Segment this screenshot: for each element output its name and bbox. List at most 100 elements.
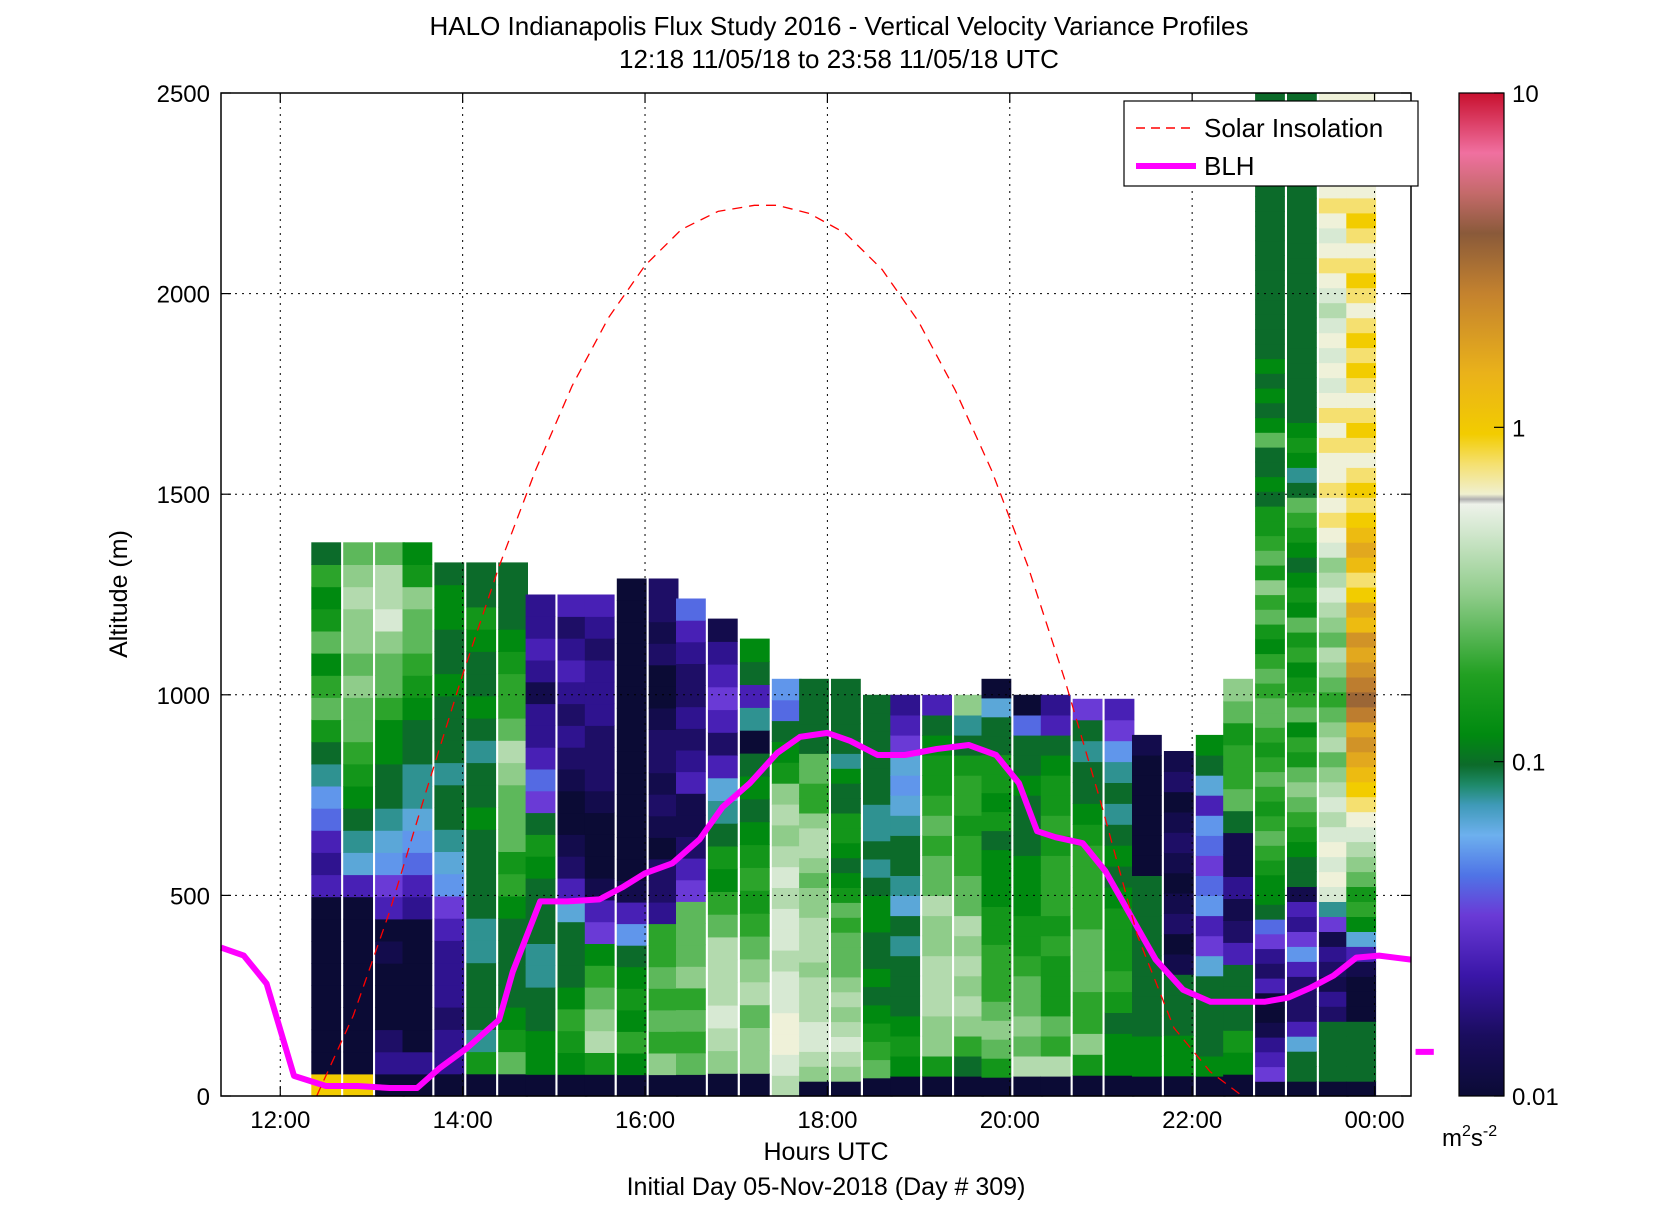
- heatmap-cell: [1013, 694, 1044, 716]
- heatmap-cell: [1318, 332, 1349, 349]
- heatmap-cell: [922, 795, 952, 816]
- heatmap-cell: [557, 878, 588, 901]
- heatmap-cell: [922, 1015, 952, 1037]
- heatmap-cell: [1318, 826, 1349, 843]
- heatmap-cell: [1040, 815, 1071, 836]
- heatmap-cell: [1287, 437, 1317, 453]
- heatmap-cell: [557, 659, 588, 683]
- heatmap-cell: [863, 822, 893, 842]
- heatmap-cell: [343, 741, 373, 765]
- heatmap-cell: [1287, 587, 1317, 603]
- heatmap-cell: [771, 678, 802, 701]
- y-tick-label: 2000: [157, 282, 210, 309]
- heatmap-cell: [1255, 1081, 1285, 1097]
- heatmap-cell: [1163, 953, 1194, 975]
- heatmap-cell: [1318, 631, 1349, 648]
- heatmap-cell: [402, 653, 433, 676]
- heatmap-cell: [1255, 196, 1285, 212]
- heatmap-cell: [1346, 242, 1377, 259]
- heatmap-cell: [676, 706, 706, 729]
- heatmap-cell: [648, 945, 679, 968]
- heatmap-cell: [1346, 826, 1377, 843]
- heatmap-cell: [1346, 512, 1377, 528]
- heatmap-cell: [799, 932, 829, 948]
- heatmap-cell: [739, 798, 770, 823]
- heatmap-cell: [799, 917, 829, 933]
- heatmap-cell: [648, 1074, 679, 1097]
- heatmap-cell: [981, 773, 1012, 794]
- heatmap-cell: [434, 784, 465, 808]
- heatmap-cell: [863, 1004, 893, 1024]
- heatmap-cell: [1040, 955, 1071, 977]
- heatmap-cell: [707, 709, 738, 733]
- heatmap-cell: [1346, 631, 1377, 648]
- heatmap-cell: [525, 747, 556, 770]
- heatmap-cell: [922, 875, 952, 896]
- heatmap-cell: [1346, 212, 1377, 229]
- y-tick-label: 2500: [157, 81, 210, 108]
- heatmap-cell: [831, 976, 861, 993]
- heatmap-cell: [1287, 781, 1317, 798]
- heatmap-cell: [771, 866, 802, 888]
- heatmap-cell: [434, 873, 465, 897]
- heatmap-cell: [584, 899, 615, 923]
- heatmap-cell: [402, 1007, 433, 1031]
- heatmap-cell: [1013, 734, 1044, 756]
- heatmap-cell: [1346, 317, 1377, 334]
- heatmap-cell: [466, 606, 497, 630]
- heatmap-cell: [799, 1081, 829, 1097]
- heatmap-cell: [954, 1015, 984, 1037]
- heatmap-cell: [498, 606, 528, 630]
- heatmap-cell: [739, 935, 770, 960]
- heatmap-cell: [584, 921, 615, 944]
- heatmap-cell: [707, 891, 738, 915]
- heatmap-cell: [1346, 197, 1377, 214]
- heatmap-cell: [1346, 587, 1377, 603]
- heatmap-cell: [1132, 895, 1162, 917]
- heatmap-cell: [498, 740, 528, 764]
- heatmap-cell: [1255, 978, 1285, 994]
- plot-frame: [220, 92, 1412, 1097]
- heatmap-cell: [434, 673, 465, 697]
- heatmap-cell: [831, 917, 861, 933]
- heatmap-cell: [1104, 970, 1135, 993]
- heatmap-cell: [1346, 706, 1377, 723]
- heatmap-cell: [648, 1031, 679, 1054]
- heatmap-cell: [1255, 830, 1285, 846]
- heatmap-cell: [771, 741, 802, 763]
- heatmap-cell: [1318, 1006, 1349, 1022]
- heatmap-cell: [311, 542, 342, 565]
- heatmap-cell: [1104, 761, 1135, 783]
- heatmap-cell: [739, 707, 770, 731]
- heatmap-cell: [1318, 736, 1349, 753]
- heatmap-cell: [771, 887, 802, 909]
- heatmap-cell: [739, 981, 770, 1006]
- heatmap-cell: [1287, 1036, 1317, 1052]
- heatmap-cell: [1255, 491, 1285, 507]
- heatmap-cell: [434, 918, 465, 941]
- heatmap-cell: [863, 1041, 893, 1061]
- heatmap-cell: [343, 1007, 373, 1031]
- heatmap-cell: [676, 663, 706, 686]
- heatmap-cell: [311, 1051, 342, 1075]
- heatmap-cell: [1013, 875, 1044, 896]
- heatmap-cell: [1163, 811, 1194, 833]
- heatmap-cell: [890, 1055, 921, 1077]
- heatmap-cell: [525, 725, 556, 748]
- heatmap-cell: [557, 834, 588, 857]
- heatmap-cell: [616, 901, 647, 925]
- heatmap-cell: [954, 855, 984, 876]
- heatmap-cell: [863, 931, 893, 951]
- heatmap-cell: [557, 965, 588, 988]
- colorbar-tick-label: 10: [1512, 81, 1539, 108]
- heatmap-cell: [1287, 362, 1317, 379]
- colorbar-units-exp1: 2: [1462, 1123, 1471, 1140]
- heatmap-cell: [1346, 527, 1377, 543]
- heatmap-cell: [954, 995, 984, 1017]
- heatmap-cell: [557, 1074, 588, 1097]
- heatmap-cell: [375, 963, 405, 986]
- heatmap-cell: [1287, 272, 1317, 289]
- heatmap-cell: [739, 730, 770, 754]
- heatmap-cell: [466, 673, 497, 697]
- heatmap-cell: [676, 944, 706, 967]
